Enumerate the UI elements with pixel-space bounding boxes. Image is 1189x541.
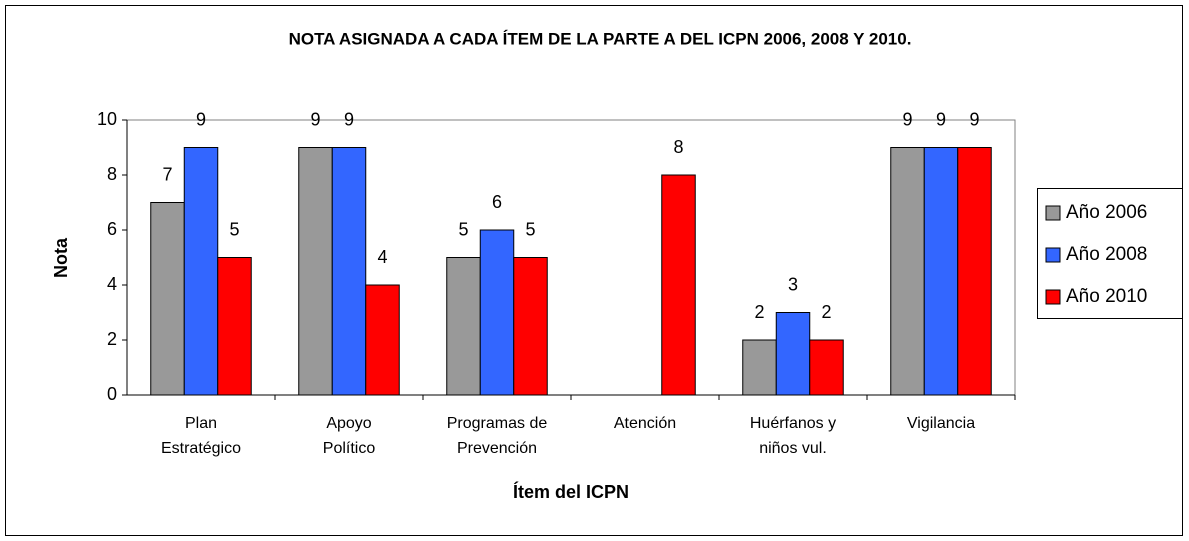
data-label: 3 <box>788 274 798 294</box>
bar <box>890 147 925 396</box>
legend-label: Año 2006 <box>1066 202 1147 223</box>
bar <box>446 257 481 396</box>
y-tick-label: 10 <box>97 109 117 129</box>
bar <box>775 312 811 396</box>
data-label: 9 <box>344 109 354 129</box>
data-label: 4 <box>377 247 387 267</box>
y-tick-label: 6 <box>107 219 117 239</box>
bar <box>298 147 333 396</box>
bar <box>217 257 252 396</box>
legend-swatch <box>1045 205 1061 221</box>
bar <box>661 174 696 396</box>
y-axis-label: Nota <box>51 237 71 278</box>
data-label: 9 <box>196 109 206 129</box>
x-tick-label: Plan <box>185 415 217 432</box>
legend-label: Año 2008 <box>1066 244 1147 265</box>
y-tick-label: 0 <box>107 384 117 404</box>
x-tick-label: Huérfanos y <box>750 415 836 432</box>
x-tick-label: Estratégico <box>161 440 241 457</box>
bar <box>957 147 992 396</box>
chart-title: NOTA ASIGNADA A CADA ÍTEM DE LA PARTE A … <box>289 29 912 48</box>
y-tick-label: 2 <box>107 329 117 349</box>
x-tick-label: Político <box>323 440 376 457</box>
data-label: 2 <box>821 302 831 322</box>
bar <box>365 284 400 396</box>
data-label: 9 <box>936 109 946 129</box>
y-tick-label: 8 <box>107 164 117 184</box>
x-tick-label: Programas de <box>447 415 548 432</box>
bar <box>479 229 515 396</box>
data-label: 9 <box>969 109 979 129</box>
data-label: 7 <box>162 164 172 184</box>
bar <box>742 339 777 396</box>
bar <box>809 339 844 396</box>
data-label: 5 <box>458 219 468 239</box>
x-axis-label: Ítem del ICPN <box>513 481 629 502</box>
x-tick-label: Atención <box>614 415 676 432</box>
x-tick-label: niños vul. <box>759 440 827 457</box>
x-tick-label: Apoyo <box>326 415 371 432</box>
legend-label: Año 2010 <box>1066 286 1147 307</box>
x-tick-label: Vigilancia <box>907 415 975 432</box>
legend-swatch <box>1045 247 1061 263</box>
data-label: 5 <box>525 219 535 239</box>
data-label: 9 <box>310 109 320 129</box>
y-tick-label: 4 <box>107 274 117 294</box>
bar <box>150 202 185 396</box>
data-label: 5 <box>229 219 239 239</box>
bar <box>183 147 219 396</box>
legend-box <box>1037 188 1183 319</box>
bar <box>923 147 959 396</box>
bar <box>331 147 367 396</box>
bar <box>513 257 548 396</box>
x-tick-label: Prevención <box>457 440 537 457</box>
legend-swatch <box>1045 289 1061 305</box>
data-label: 9 <box>902 109 912 129</box>
plot-area <box>126 119 1016 396</box>
data-label: 2 <box>754 302 764 322</box>
data-label: 8 <box>673 137 683 157</box>
data-label: 6 <box>492 192 502 212</box>
